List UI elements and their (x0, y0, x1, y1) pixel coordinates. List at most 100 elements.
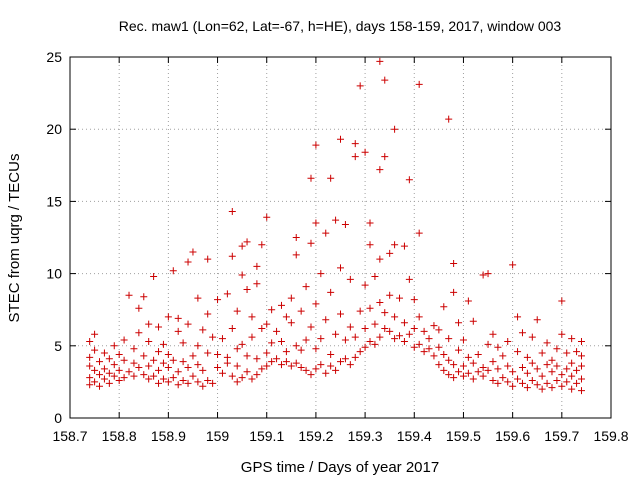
data-point-marker (159, 340, 167, 348)
data-point-marker (145, 320, 153, 328)
data-point-marker (204, 255, 212, 263)
data-point-marker (337, 358, 344, 366)
data-point-marker (174, 381, 182, 389)
data-point-marker (523, 369, 531, 377)
x-tick-label: 158.9 (151, 428, 186, 444)
data-point-marker (233, 362, 241, 370)
data-point-marker (450, 374, 458, 382)
data-point-marker (573, 366, 581, 374)
data-point-marker (346, 323, 354, 331)
data-point-marker (484, 340, 492, 348)
data-point-marker (553, 376, 561, 384)
data-point-marker (464, 353, 472, 361)
x-tick-label: 159.6 (495, 428, 530, 444)
data-point-marker (553, 345, 561, 353)
data-point-marker (538, 372, 546, 380)
data-point-marker (130, 345, 138, 353)
data-point-marker (455, 346, 463, 354)
data-point-marker (96, 358, 104, 366)
data-point-marker (100, 365, 108, 373)
data-point-marker (155, 323, 163, 331)
data-point-marker (435, 361, 443, 369)
data-point-marker (440, 303, 448, 311)
data-point-marker (366, 337, 374, 345)
data-point-marker (366, 219, 374, 227)
data-point-marker (145, 375, 153, 383)
data-point-marker (341, 221, 349, 229)
data-point-marker (568, 359, 576, 367)
data-point-marker (233, 307, 241, 315)
data-point-marker (194, 378, 202, 386)
data-point-marker (204, 310, 212, 318)
data-point-marker (164, 363, 172, 371)
data-point-marker (391, 313, 399, 321)
y-tick-labels: 0 5 10 15 20 25 (46, 49, 62, 426)
data-point-marker (332, 366, 340, 374)
data-point-marker (302, 366, 310, 374)
data-point-marker (115, 376, 123, 384)
data-point-marker (543, 379, 551, 387)
data-point-marker (322, 316, 330, 324)
x-tick-labels: 158.7 158.8 158.9 159 159.1 159.2 159.3 159.4 15… (52, 428, 628, 444)
data-point-marker (464, 369, 472, 377)
data-point-marker (484, 366, 492, 374)
data-point-marker (400, 319, 408, 327)
data-point-marker (287, 319, 295, 327)
data-point-marker (474, 350, 482, 358)
data-point-marker (371, 272, 379, 280)
data-point-marker (548, 356, 556, 364)
data-point-marker (91, 346, 99, 354)
data-point-marker (405, 275, 413, 283)
data-point-marker (459, 362, 467, 370)
data-point-marker (494, 365, 502, 373)
data-point-marker (563, 378, 571, 386)
data-point-marker (396, 332, 404, 340)
data-point-marker (400, 337, 408, 345)
data-point-marker (263, 320, 271, 328)
data-point-marker (514, 313, 522, 321)
data-point-marker (400, 242, 408, 250)
data-points (86, 57, 585, 395)
data-point-marker (469, 375, 477, 383)
data-point-marker (361, 343, 369, 351)
data-point-marker (568, 372, 576, 380)
data-point-marker (204, 349, 212, 357)
data-point-marker (459, 372, 467, 380)
data-point-marker (135, 329, 143, 337)
data-point-marker (199, 366, 207, 374)
x-tick-label: 159.3 (348, 428, 383, 444)
data-point-marker (253, 280, 261, 288)
data-point-marker (479, 271, 487, 279)
data-point-marker (209, 333, 217, 341)
data-point-marker (302, 283, 310, 291)
data-point-marker (327, 174, 335, 182)
data-point-marker (228, 324, 236, 332)
data-point-marker (297, 363, 305, 371)
data-point-marker (405, 330, 413, 338)
data-point-marker (410, 324, 418, 332)
data-point-marker (415, 313, 423, 321)
data-point-marker (287, 294, 295, 302)
data-point-marker (499, 374, 507, 382)
x-tick-label: 159.2 (298, 428, 333, 444)
plot-frame (69, 56, 612, 419)
data-point-marker (332, 330, 340, 338)
data-point-marker (277, 361, 285, 369)
data-point-marker (292, 342, 300, 350)
data-point-marker (332, 216, 340, 224)
data-point-marker (376, 166, 384, 174)
data-point-marker (514, 348, 522, 356)
data-point-marker (120, 336, 128, 344)
data-point-marker (386, 291, 394, 299)
data-point-marker (273, 355, 281, 363)
data-point-marker (356, 82, 364, 90)
data-point-marker (150, 356, 158, 364)
data-point-marker (391, 125, 399, 133)
data-point-marker (509, 261, 517, 269)
data-point-marker (391, 335, 399, 343)
data-point-marker (327, 362, 335, 370)
data-point-marker (341, 336, 349, 344)
data-point-marker (553, 362, 561, 370)
data-point-marker (302, 336, 310, 344)
data-point-marker (110, 372, 118, 380)
